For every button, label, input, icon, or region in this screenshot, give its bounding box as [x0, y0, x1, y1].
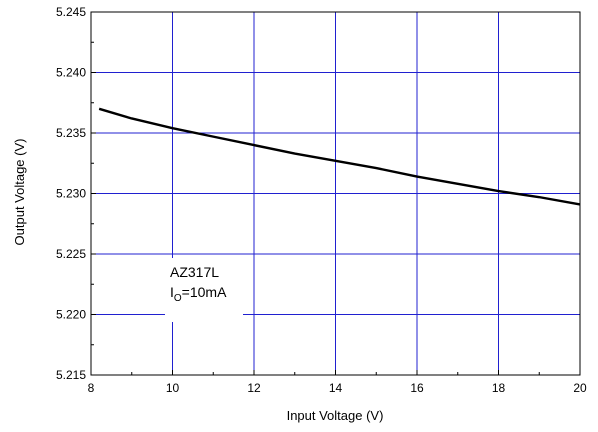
annotation-current-subscript: O: [174, 293, 182, 304]
x-tick-label: 12: [247, 381, 261, 395]
y-tick-label: 5.215: [56, 368, 86, 382]
annotation-current: IO=10mA: [170, 284, 227, 304]
y-tick-label: 5.230: [56, 187, 86, 201]
y-tick-label: 5.225: [56, 247, 86, 261]
y-tick-label: 5.240: [56, 66, 86, 80]
x-tick-label: 20: [573, 381, 587, 395]
ticks: [90, 11, 581, 376]
y-tick-label: 5.220: [56, 308, 86, 322]
series-line: [98, 107, 581, 206]
x-axis-title: Input Voltage (V): [287, 408, 384, 423]
series-layer: [98, 107, 581, 206]
annotation-device: AZ317L: [170, 264, 219, 280]
x-tick-label: 16: [410, 381, 424, 395]
tick-labels: 8 10 12 14 16 18 20 5.215 5.220 5.225 5.230 5.235 5.…: [56, 5, 587, 395]
x-tick-label: 8: [88, 381, 95, 395]
y-tick-label: 5.245: [56, 5, 86, 19]
annotation-current-symbol: I: [170, 284, 174, 300]
x-tick-label: 14: [329, 381, 343, 395]
y-tick-label: 5.235: [56, 126, 86, 140]
y-axis-title: Output Voltage (V): [12, 139, 27, 246]
x-tick-label: 18: [492, 381, 506, 395]
x-tick-label: 10: [166, 381, 180, 395]
annotation-background: [165, 258, 243, 322]
annotation-current-value: =10mA: [182, 284, 227, 300]
